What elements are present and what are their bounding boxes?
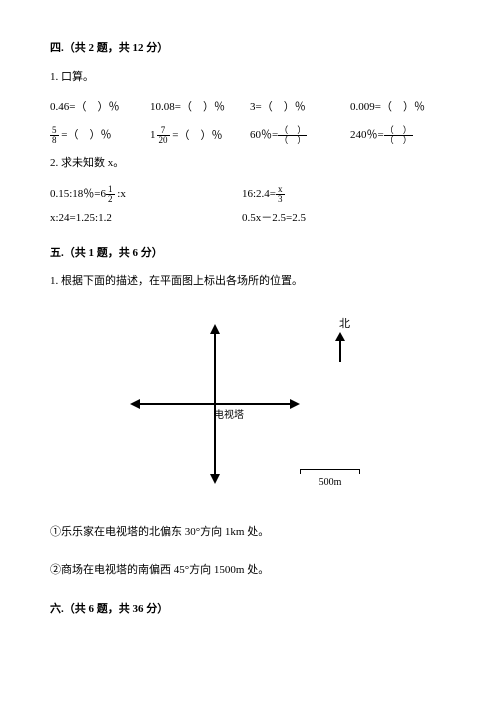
q4-2-r1b: 16:2.4= x 3: [242, 185, 450, 204]
lead: 0.15:18％=6: [50, 188, 106, 200]
north-arrow-icon: [334, 332, 346, 368]
frac-num: 5: [50, 126, 59, 136]
bf-top: （ ）: [278, 126, 307, 136]
diagram: 北 电视塔 500m: [110, 304, 390, 504]
q5-1-label: 1. 根据下面的描述，在平面图上标出各场所的位置。: [50, 273, 450, 290]
q4-1-r1b: 10.08=（ ）％: [150, 99, 250, 116]
scale-label: 500m: [300, 475, 360, 490]
q5-1-s2: ②商场在电视塔的南偏西 45°方向 1500m 处。: [50, 562, 450, 579]
tower-label: 电视塔: [214, 408, 244, 423]
bf-top: （ ）: [384, 126, 413, 136]
q4-2-label: 2. 求未知数 x。: [50, 155, 450, 172]
lead: 240％=: [350, 129, 384, 141]
whole: 1: [150, 127, 156, 144]
q4-1-row1: 0.46=（ ）％ 10.08=（ ）％ 3=（ ）％ 0.009=（ ）％: [50, 99, 450, 116]
tail: =（ ）％: [170, 129, 223, 141]
section-5-title: 五.（共 1 题，共 6 分）: [50, 245, 450, 262]
q4-2-r2b: 0.5x－2.5=2.5: [242, 210, 450, 227]
q4-1-r2b: 1 7 20 =（ ）％: [150, 126, 250, 145]
q4-1-r1d: 0.009=（ ）％: [350, 99, 450, 116]
north-label: 北: [339, 316, 350, 333]
frac-num: 7: [157, 126, 170, 136]
q4-2-r2a: x:24=1.25:1.2: [50, 210, 242, 227]
q4-1-row2: 5 8 =（ ）％ 1 7 20 =（ ）％ 60％= （ ） （ ） 240％…: [50, 126, 450, 145]
scale-line-icon: [300, 469, 360, 474]
frac-den: 20: [157, 136, 170, 145]
q4-1-r1a: 0.46=（ ）％: [50, 99, 150, 116]
cross-axes-icon: [130, 324, 300, 484]
bf-bot: （ ）: [278, 136, 307, 145]
frac-den: 8: [50, 136, 59, 145]
scale-bar: 500m: [300, 469, 360, 490]
lead: 16:2.4=: [242, 188, 276, 200]
frac-den: 2: [106, 195, 115, 204]
section-6-title: 六.（共 6 题，共 36 分）: [50, 601, 450, 618]
q4-1-r1c: 3=（ ）％: [250, 99, 350, 116]
lead: 60％=: [250, 129, 278, 141]
tail: :x: [115, 188, 126, 200]
bf-bot: （ ）: [384, 136, 413, 145]
tail: =（ ）％: [59, 129, 112, 141]
q4-1-label: 1. 口算。: [50, 69, 450, 86]
q4-2-r1a: 0.15:18％=6 1 2 :x: [50, 185, 242, 204]
q4-2-row1: 0.15:18％=6 1 2 :x 16:2.4= x 3: [50, 185, 450, 204]
q4-1-r2c: 60％= （ ） （ ）: [250, 126, 350, 145]
q5-1-s1: ①乐乐家在电视塔的北偏东 30°方向 1km 处。: [50, 524, 450, 541]
q4-1-r2d: 240％= （ ） （ ）: [350, 126, 450, 145]
q4-2-row2: x:24=1.25:1.2 0.5x－2.5=2.5: [50, 210, 450, 227]
q4-1-r2a: 5 8 =（ ）％: [50, 126, 150, 145]
frac-den: 3: [276, 195, 285, 204]
section-4-title: 四.（共 2 题，共 12 分）: [50, 40, 450, 57]
